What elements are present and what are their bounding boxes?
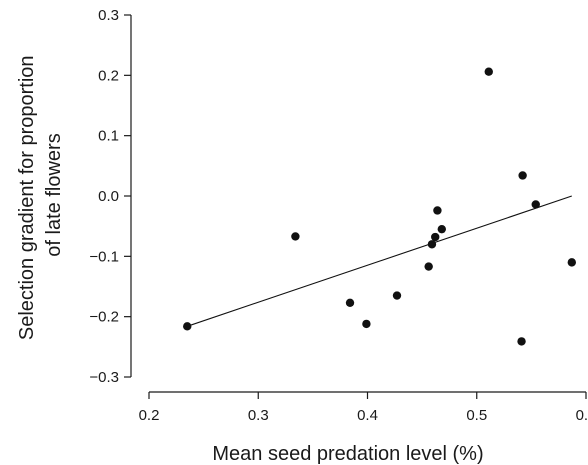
data-point [291, 232, 300, 241]
x-axis: 0.2 0.3 0.4 0.5 0.6 [139, 391, 588, 424]
x-axis-label: Mean seed predation level (%) [212, 443, 483, 465]
data-point [484, 67, 493, 76]
y-tick-label: 0.2 [98, 67, 119, 84]
data-point [433, 206, 442, 215]
data-point [392, 291, 402, 300]
trend-line [187, 195, 572, 327]
data-point [183, 322, 192, 331]
y-axis-label-line-1: Selection gradient for proportion [16, 55, 38, 340]
y-axis-label: Selection gradient for proportion of lat… [16, 50, 65, 340]
x-tick-label: 0.4 [357, 407, 378, 424]
y-tick-label: 0.1 [98, 128, 119, 145]
data-point [345, 298, 355, 307]
x-tick-label: 0.2 [139, 407, 160, 424]
trend-line-group [187, 195, 572, 327]
data-point [431, 232, 440, 242]
data-point [531, 200, 540, 209]
y-tick-label: 0.3 [98, 7, 119, 24]
data-point [517, 337, 526, 346]
data-point [437, 224, 446, 234]
y-tick-label: −0.1 [89, 248, 119, 265]
y-tick-label: −0.3 [89, 369, 119, 386]
data-point [427, 240, 437, 249]
y-tick-label: 0.0 [98, 188, 119, 205]
x-tick-label: 0.5 [466, 407, 487, 424]
x-tick-label: 0.3 [248, 407, 269, 424]
data-points [183, 67, 576, 346]
y-axis-label-line-2: of late flowers [43, 133, 65, 256]
x-tick-label: 0.6 [576, 407, 588, 424]
data-point [362, 319, 371, 329]
data-point [518, 171, 527, 180]
data-point [567, 258, 576, 267]
data-point [424, 262, 433, 271]
y-axis: −0.3 −0.2 −0.1 0.0 0.1 0.2 0.3 [89, 7, 132, 386]
y-tick-label: −0.2 [89, 309, 119, 326]
